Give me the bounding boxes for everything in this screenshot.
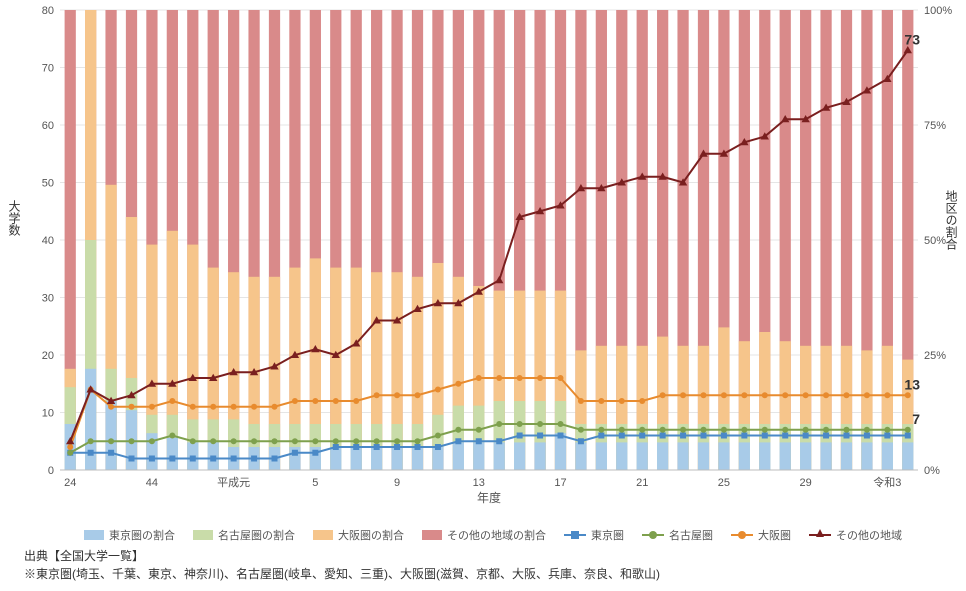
chart-container: 大学数 地区の割合 010203040506070800%25%50%75%10… (0, 0, 966, 591)
svg-text:40: 40 (42, 235, 54, 247)
svg-text:73: 73 (904, 31, 920, 47)
svg-text:75%: 75% (924, 120, 946, 132)
svg-text:17: 17 (554, 477, 566, 489)
legend-swatch-bar (193, 530, 213, 540)
legend-swatch-line (642, 534, 664, 536)
chart-svg: 010203040506070800%25%50%75%100%2444平成元5… (0, 0, 966, 591)
legend-swatch-line (809, 534, 831, 536)
legend-swatch-line (731, 534, 753, 536)
svg-text:29: 29 (800, 477, 812, 489)
legend-label: 大阪圏の割合 (338, 527, 404, 543)
chart-legend: 東京圏の割合 名古屋圏の割合 大阪圏の割合 その他の地域の割合 東京圏 名古屋圏 大阪圏 その… (60, 527, 926, 543)
legend-label: その他の地域の割合 (447, 527, 546, 543)
svg-text:20: 20 (42, 350, 54, 362)
svg-text:0%: 0% (924, 465, 940, 477)
svg-text:50: 50 (42, 178, 54, 190)
svg-text:13: 13 (473, 477, 485, 489)
svg-text:令和3: 令和3 (873, 475, 901, 489)
svg-text:7: 7 (912, 411, 920, 427)
footnote-regions: ※東京圏(埼玉、千葉、東京、神奈川)、名古屋圏(岐阜、愛知、三重)、大阪圏(滋賀… (24, 565, 660, 583)
svg-text:25%: 25% (924, 350, 946, 362)
footnote-source: 出典【全国大学一覧】 (24, 547, 660, 565)
legend-item: その他の地域の割合 (422, 527, 546, 543)
legend-swatch-bar (313, 530, 333, 540)
svg-text:24: 24 (64, 477, 76, 489)
y-left-axis-title: 大学数 (6, 200, 23, 236)
svg-text:13: 13 (904, 376, 920, 392)
chart-footnotes: 出典【全国大学一覧】 ※東京圏(埼玉、千葉、東京、神奈川)、名古屋圏(岐阜、愛知… (24, 547, 660, 583)
legend-label: 大阪圏 (758, 527, 791, 543)
legend-item: その他の地域 (809, 527, 902, 543)
legend-label: その他の地域 (836, 527, 902, 543)
svg-text:30: 30 (42, 293, 54, 305)
svg-text:年度: 年度 (477, 490, 501, 505)
legend-item: 名古屋圏 (642, 527, 713, 543)
svg-text:平成元: 平成元 (217, 476, 250, 489)
legend-label: 名古屋圏の割合 (218, 527, 295, 543)
svg-text:21: 21 (636, 477, 648, 489)
svg-text:60: 60 (42, 120, 54, 132)
legend-swatch-line (564, 534, 586, 536)
legend-label: 東京圏の割合 (109, 527, 175, 543)
svg-text:80: 80 (42, 5, 54, 17)
svg-text:44: 44 (146, 477, 158, 489)
svg-text:100%: 100% (924, 5, 952, 17)
svg-text:9: 9 (394, 477, 400, 489)
svg-text:70: 70 (42, 63, 54, 75)
legend-item: 東京圏 (564, 527, 624, 543)
legend-item: 名古屋圏の割合 (193, 527, 295, 543)
svg-text:5: 5 (312, 477, 318, 489)
legend-item: 大阪圏 (731, 527, 791, 543)
y-right-axis-title: 地区の割合 (943, 190, 960, 250)
legend-item: 大阪圏の割合 (313, 527, 404, 543)
legend-swatch-bar (84, 530, 104, 540)
svg-text:10: 10 (42, 408, 54, 420)
svg-text:0: 0 (48, 465, 54, 477)
legend-label: 東京圏 (591, 527, 624, 543)
legend-item: 東京圏の割合 (84, 527, 175, 543)
legend-swatch-bar (422, 530, 442, 540)
legend-label: 名古屋圏 (669, 527, 713, 543)
svg-text:25: 25 (718, 477, 730, 489)
